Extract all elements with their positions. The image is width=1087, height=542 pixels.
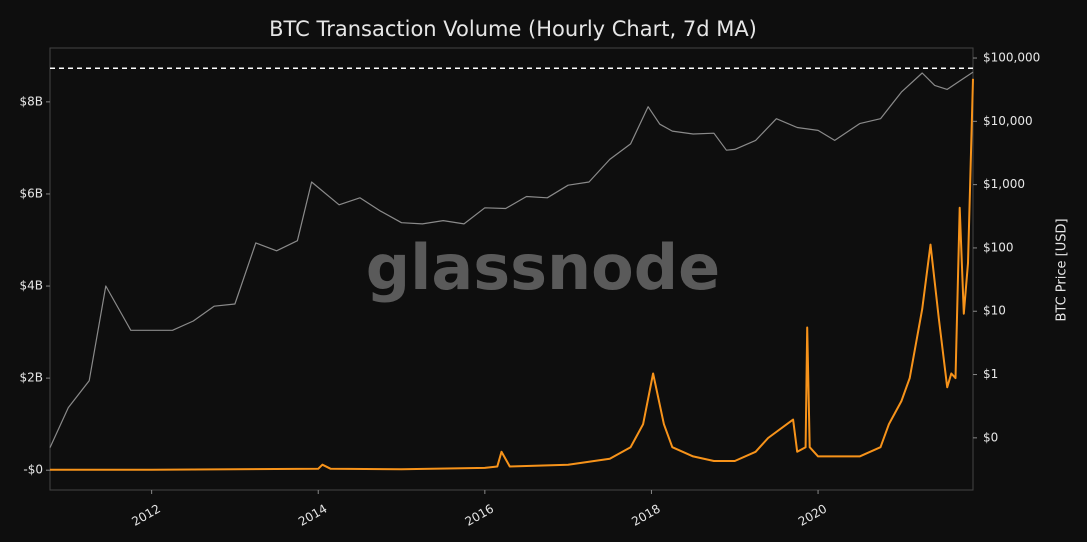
plot-frame [49, 47, 974, 491]
y-tick-label: $2B [19, 371, 43, 385]
y2-tick-label: $10 [983, 304, 1006, 318]
y-tick-label: $6B [19, 186, 43, 200]
y2-axis-label: BTC Price [USD] [1055, 218, 1070, 321]
y-tick-label: $8B [19, 94, 43, 108]
y-tick-label: $4B [19, 279, 43, 293]
y2-tick-label: $1 [983, 367, 998, 381]
y2-tick-label: $0 [983, 430, 998, 444]
y-tick-label: -$0 [23, 463, 43, 477]
series-line [49, 71, 974, 448]
watermark: glassnode [366, 231, 720, 304]
y2-tick-label: $10,000 [983, 114, 1033, 128]
chart-title: BTC Transaction Volume (Hourly Chart, 7d… [269, 17, 757, 41]
series-line [50, 78, 974, 471]
y2-tick-label: $1,000 [983, 177, 1025, 191]
y2-tick-label: $100 [983, 240, 1014, 254]
y2-tick-label: $100,000 [983, 51, 1040, 65]
